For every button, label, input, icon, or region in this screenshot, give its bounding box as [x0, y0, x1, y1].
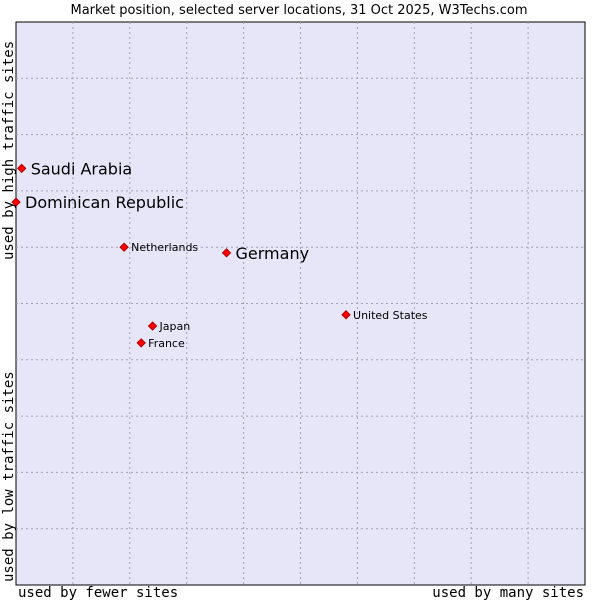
- data-point-saudi-arabia: Saudi Arabia: [16, 159, 133, 178]
- point-label: France: [148, 337, 185, 350]
- data-point-united-states: United States: [341, 309, 428, 322]
- data-point-france: France: [136, 337, 185, 350]
- point-label: Germany: [236, 244, 310, 263]
- point-label: Saudi Arabia: [31, 159, 133, 178]
- point-marker: [147, 321, 158, 331]
- data-point-germany: Germany: [221, 244, 310, 263]
- point-marker: [119, 242, 129, 252]
- y-axis-label-bottom: used by low traffic sites: [1, 371, 17, 582]
- data-point-netherlands: Netherlands: [119, 241, 198, 254]
- point-label: Japan: [159, 320, 191, 333]
- point-marker: [16, 163, 27, 174]
- point-marker: [136, 338, 146, 348]
- point-label: United States: [353, 309, 428, 322]
- point-marker: [11, 197, 21, 207]
- point-label: Dominican Republic: [25, 193, 184, 212]
- data-point-dominican-republic: Dominican Republic: [11, 193, 184, 212]
- y-axis-label-top: used by high traffic sites: [1, 41, 17, 260]
- point-marker: [221, 248, 232, 258]
- point-label: Netherlands: [131, 241, 198, 254]
- x-axis-label-left: used by fewer sites: [18, 585, 178, 600]
- grid: [16, 22, 585, 585]
- point-marker: [341, 310, 351, 320]
- x-axis-label-right: used by many sites: [432, 585, 584, 600]
- data-points: Saudi Arabia Dominican Republic Netherland…: [11, 159, 428, 350]
- data-point-japan: Japan: [147, 320, 191, 333]
- chart-title: Market position, selected server locatio…: [70, 3, 527, 18]
